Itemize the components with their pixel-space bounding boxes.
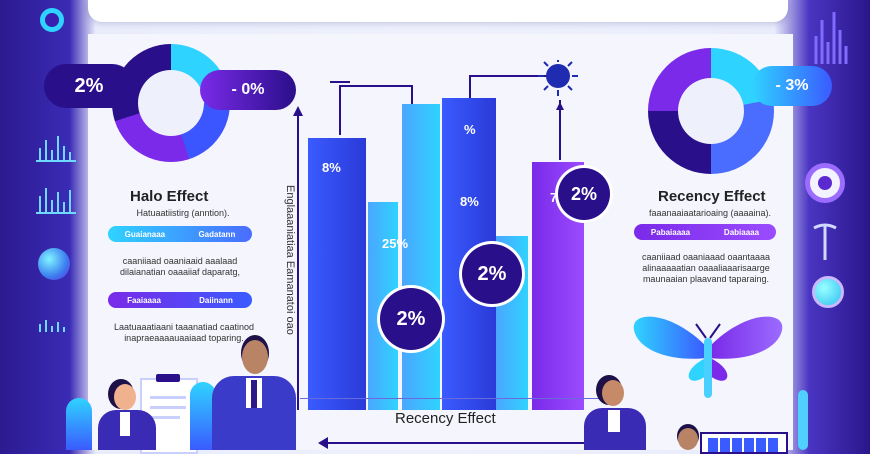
right-change-badge: - 3% <box>752 66 832 106</box>
bar-chart-icon <box>36 188 76 214</box>
main-bar-chart <box>293 60 584 410</box>
person-head <box>678 428 698 450</box>
left-change-badge: - 0% <box>200 70 296 110</box>
chart-bars-icon <box>39 320 65 332</box>
right-tag-1b: Dabiaaaa <box>723 227 760 237</box>
leaf-icon <box>66 398 92 450</box>
bar-label-1: 8% <box>322 160 341 175</box>
gear-icon <box>40 8 64 32</box>
pickaxe-icon <box>813 223 837 260</box>
left-tag-2b: Daiinann <box>199 295 233 305</box>
right-title: Recency Effect <box>658 188 766 205</box>
bar-label-4: % <box>464 122 476 137</box>
right-tag-1a: Pabaiaaaa <box>650 227 691 237</box>
man-figure <box>212 340 296 450</box>
left-title: Halo Effect <box>130 188 209 205</box>
bar-chart-icon <box>36 136 76 162</box>
value-circle-1: 2% <box>380 288 442 350</box>
left-subtitle: Hatuaatiistirg (anntion). <box>136 208 230 218</box>
settings-gear-icon <box>805 163 845 203</box>
sphere-icon <box>38 248 70 280</box>
butterfly-icon <box>633 316 783 398</box>
top-header-bar <box>88 0 788 22</box>
value-circle-2: 2% <box>462 244 522 304</box>
laptop-screen <box>700 432 788 454</box>
left-tag-1: Guaianaaa Gadatann <box>108 226 252 242</box>
left-paragraph-1: caaniiaad oaaniaaid aaalaad dilaianatian… <box>119 256 241 277</box>
bottom-axis <box>320 442 590 444</box>
woman-figure <box>584 380 646 450</box>
decor-bar <box>798 390 808 450</box>
sphere-icon <box>812 276 844 308</box>
x-axis-label: Recency Effect <box>395 410 496 427</box>
bar-chart-icon <box>814 12 848 64</box>
arrow-left-icon <box>318 437 328 449</box>
woman-figure <box>98 384 156 450</box>
right-paragraph-1: caaniiaad oaaniaaad oaantaaaa alinaaaaat… <box>641 252 771 284</box>
bar-label-5: 7 <box>550 190 558 205</box>
bar-label-2: 25% <box>382 236 409 251</box>
right-subtitle: faaanaaiaatarioaing (aaaaina). <box>648 208 772 218</box>
value-circle-3: 2% <box>558 168 610 220</box>
y-axis-label: Englaaaniatiaa Eamanatoi oao <box>284 185 296 335</box>
right-donut-chart <box>648 48 774 174</box>
left-tag-2: Faaiaaaa Daiinann <box>108 292 252 308</box>
bar-label-3: 8% <box>460 194 479 209</box>
left-tag-1a: Guaianaaa <box>124 229 166 239</box>
right-tag-1: Pabaiaaaa Dabiaaaa <box>634 224 776 240</box>
chart-baseline <box>300 398 600 399</box>
left-tag-1b: Gadatann <box>198 229 236 239</box>
leaf-icon <box>190 382 216 450</box>
left-paragraph-2: Laatuaaatiaani taaanatiad caatinod inapr… <box>113 322 255 343</box>
left-tag-2a: Faaiaaaa <box>127 295 161 305</box>
